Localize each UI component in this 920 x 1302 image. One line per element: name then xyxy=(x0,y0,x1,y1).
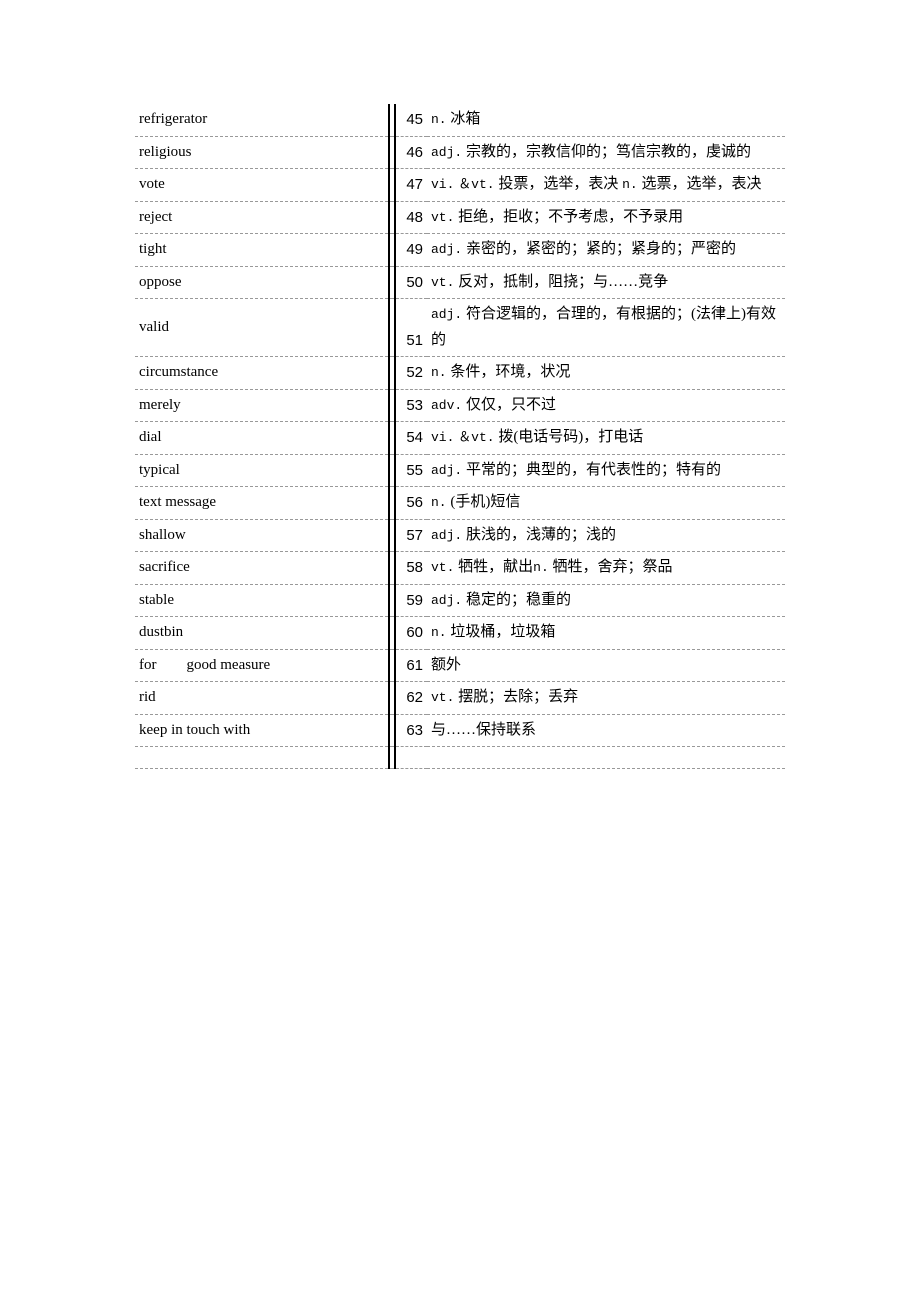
word-cell: sacrifice xyxy=(135,552,389,585)
def-cell: vt. 摆脱；去除；丢弃 xyxy=(427,682,785,715)
table-row: reject48vt. 拒绝，拒收；不予考虑，不予录用 xyxy=(135,201,785,234)
word-cell: dustbin xyxy=(135,617,389,650)
empty-cell xyxy=(395,747,427,769)
num-cell: 45 xyxy=(395,104,427,136)
table-row: text message56n. (手机)短信 xyxy=(135,487,785,520)
empty-cell xyxy=(135,747,389,769)
table-row: merely53adv. 仅仅，只不过 xyxy=(135,389,785,422)
num-cell: 52 xyxy=(395,357,427,390)
vocab-table: refrigerator45n. 冰箱religious46adj. 宗教的，宗… xyxy=(135,104,785,769)
word-cell: typical xyxy=(135,454,389,487)
def-cell: vt. 牺牲，献出n. 牺牲，舍弃；祭品 xyxy=(427,552,785,585)
word-cell: oppose xyxy=(135,266,389,299)
num-cell: 47 xyxy=(395,169,427,202)
def-cell: vt. 拒绝，拒收；不予考虑，不予录用 xyxy=(427,201,785,234)
num-cell: 46 xyxy=(395,136,427,169)
def-cell: n. 垃圾桶，垃圾箱 xyxy=(427,617,785,650)
empty-cell xyxy=(427,747,785,769)
def-cell: 与……保持联系 xyxy=(427,714,785,747)
table-row: circumstance52n. 条件，环境，状况 xyxy=(135,357,785,390)
table-row: valid51adj. 符合逻辑的，合理的，有根据的；(法律上)有效的 xyxy=(135,299,785,357)
page: refrigerator45n. 冰箱religious46adj. 宗教的，宗… xyxy=(0,0,920,1302)
num-cell: 51 xyxy=(395,299,427,357)
word-cell: text message xyxy=(135,487,389,520)
def-cell: adj. 平常的；典型的，有代表性的；特有的 xyxy=(427,454,785,487)
num-cell: 63 xyxy=(395,714,427,747)
word-cell: dial xyxy=(135,422,389,455)
def-cell: vt. 反对，抵制，阻挠；与……竞争 xyxy=(427,266,785,299)
table-row: tight49adj. 亲密的，紧密的；紧的；紧身的；严密的 xyxy=(135,234,785,267)
word-cell: tight xyxy=(135,234,389,267)
num-cell: 62 xyxy=(395,682,427,715)
def-cell: adj. 亲密的，紧密的；紧的；紧身的；严密的 xyxy=(427,234,785,267)
word-cell: circumstance xyxy=(135,357,389,390)
table-row: dial54vi. ＆vt. 拨(电话号码)，打电话 xyxy=(135,422,785,455)
word-cell: keep in touch with xyxy=(135,714,389,747)
table-row: religious46adj. 宗教的，宗教信仰的；笃信宗教的，虔诚的 xyxy=(135,136,785,169)
num-cell: 60 xyxy=(395,617,427,650)
table-row-empty xyxy=(135,747,785,769)
num-cell: 61 xyxy=(395,649,427,682)
table-row: oppose50vt. 反对，抵制，阻挠；与……竞争 xyxy=(135,266,785,299)
def-cell: adj. 符合逻辑的，合理的，有根据的；(法律上)有效的 xyxy=(427,299,785,357)
def-cell: vi. ＆vt. 拨(电话号码)，打电话 xyxy=(427,422,785,455)
word-cell: shallow xyxy=(135,519,389,552)
word-cell: for good measure xyxy=(135,649,389,682)
def-cell: adj. 稳定的；稳重的 xyxy=(427,584,785,617)
word-cell: religious xyxy=(135,136,389,169)
num-cell: 50 xyxy=(395,266,427,299)
num-cell: 53 xyxy=(395,389,427,422)
num-cell: 57 xyxy=(395,519,427,552)
def-cell: 额外 xyxy=(427,649,785,682)
def-cell: adv. 仅仅，只不过 xyxy=(427,389,785,422)
table-row: typical55adj. 平常的；典型的，有代表性的；特有的 xyxy=(135,454,785,487)
word-cell: rid xyxy=(135,682,389,715)
num-cell: 58 xyxy=(395,552,427,585)
def-cell: n. 冰箱 xyxy=(427,104,785,136)
word-cell: merely xyxy=(135,389,389,422)
num-cell: 55 xyxy=(395,454,427,487)
table-row: stable59adj. 稳定的；稳重的 xyxy=(135,584,785,617)
num-cell: 59 xyxy=(395,584,427,617)
num-cell: 56 xyxy=(395,487,427,520)
word-cell: vote xyxy=(135,169,389,202)
def-cell: n. 条件，环境，状况 xyxy=(427,357,785,390)
num-cell: 49 xyxy=(395,234,427,267)
def-cell: vi. ＆vt. 投票，选举，表决 n. 选票，选举，表决 xyxy=(427,169,785,202)
table-row: sacrifice58vt. 牺牲，献出n. 牺牲，舍弃；祭品 xyxy=(135,552,785,585)
num-cell: 54 xyxy=(395,422,427,455)
table-row: dustbin60n. 垃圾桶，垃圾箱 xyxy=(135,617,785,650)
word-cell: valid xyxy=(135,299,389,357)
def-cell: adj. 宗教的，宗教信仰的；笃信宗教的，虔诚的 xyxy=(427,136,785,169)
table-row: for good measure61额外 xyxy=(135,649,785,682)
table-row: rid62vt. 摆脱；去除；丢弃 xyxy=(135,682,785,715)
def-cell: adj. 肤浅的，浅薄的；浅的 xyxy=(427,519,785,552)
table-row: keep in touch with63与……保持联系 xyxy=(135,714,785,747)
word-cell: reject xyxy=(135,201,389,234)
vocab-table-body: refrigerator45n. 冰箱religious46adj. 宗教的，宗… xyxy=(135,104,785,769)
table-row: refrigerator45n. 冰箱 xyxy=(135,104,785,136)
word-cell: refrigerator xyxy=(135,104,389,136)
num-cell: 48 xyxy=(395,201,427,234)
table-row: shallow57adj. 肤浅的，浅薄的；浅的 xyxy=(135,519,785,552)
word-cell: stable xyxy=(135,584,389,617)
table-row: vote47vi. ＆vt. 投票，选举，表决 n. 选票，选举，表决 xyxy=(135,169,785,202)
def-cell: n. (手机)短信 xyxy=(427,487,785,520)
